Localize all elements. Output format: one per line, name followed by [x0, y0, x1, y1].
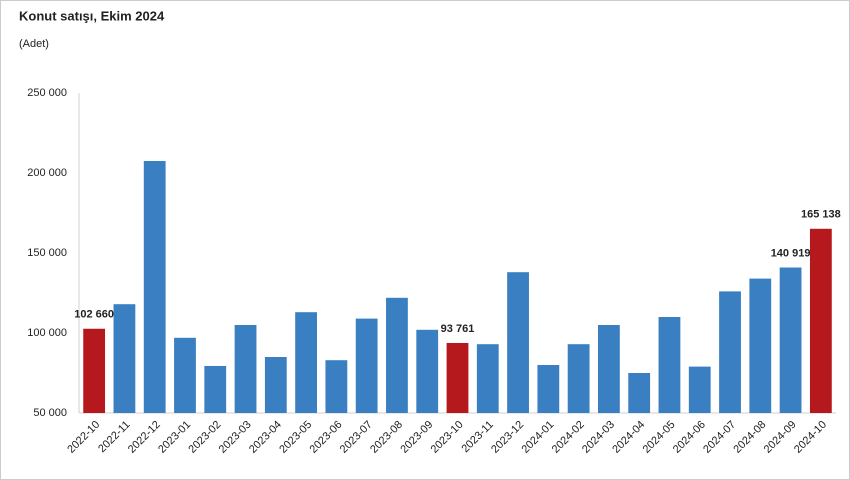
x-tick-label: 2024-02: [550, 419, 587, 456]
x-tick-label: 2023-03: [217, 419, 254, 456]
bar: [749, 278, 772, 413]
bar: [113, 304, 136, 413]
x-tick-label: 2022-10: [65, 419, 102, 456]
x-tick-label: 2024-06: [671, 419, 708, 456]
bar: [204, 365, 227, 413]
x-tick-label: 2024-05: [641, 419, 678, 456]
value-label: 165 138: [801, 209, 841, 221]
value-label: 93 761: [441, 323, 475, 335]
bar: [295, 312, 318, 413]
y-tick-label: 200 000: [27, 167, 67, 179]
bar: [476, 344, 499, 413]
value-label: 140 919: [771, 247, 811, 259]
x-tick-label: 2023-08: [368, 419, 405, 456]
bar: [809, 228, 832, 413]
bar: [779, 267, 802, 413]
x-tick-label: 2023-07: [338, 419, 375, 456]
x-tick-label: 2023-09: [398, 419, 435, 456]
x-tick-label: 2024-01: [519, 419, 556, 456]
x-tick-label: 2023-02: [186, 419, 223, 456]
x-tick-label: 2022-12: [126, 419, 163, 456]
x-tick-label: 2023-01: [156, 419, 193, 456]
y-tick-label: 150 000: [27, 247, 67, 259]
bar: [143, 161, 166, 413]
y-tick-label: 250 000: [27, 87, 67, 99]
x-tick-label: 2024-07: [701, 419, 738, 456]
value-label: 102 660: [74, 309, 114, 321]
bar: [658, 317, 681, 413]
x-tick-label: 2023-05: [277, 419, 314, 456]
chart-subtitle: (Adet): [19, 38, 49, 50]
bar: [355, 318, 378, 413]
bar: [688, 366, 711, 413]
x-tick-label: 2024-04: [610, 419, 647, 456]
bar: [83, 328, 106, 413]
bar: [567, 344, 590, 413]
x-tick-label: 2024-09: [762, 419, 799, 456]
x-tick-label: 2023-12: [489, 419, 526, 456]
x-tick-label: 2024-08: [731, 419, 768, 456]
bar: [507, 272, 529, 413]
x-tick-label: 2023-10: [429, 419, 466, 456]
bar: [628, 373, 651, 413]
x-tick-label: 2023-06: [308, 419, 345, 456]
x-tick-label: 2024-03: [580, 419, 617, 456]
bar: [325, 360, 348, 413]
bar: [537, 365, 560, 413]
x-tick-label: 2024-10: [792, 419, 829, 456]
y-tick-label: 50 000: [33, 407, 67, 419]
y-tick-label: 100 000: [27, 327, 67, 339]
bar: [386, 297, 408, 413]
bar: [264, 357, 287, 413]
bar: [597, 325, 620, 413]
bar: [719, 291, 741, 413]
bar: [446, 342, 469, 413]
x-tick-label: 2023-04: [247, 419, 284, 456]
bar: [174, 337, 196, 413]
bar: [416, 329, 439, 413]
chart-title: Konut satışı, Ekim 2024: [19, 8, 165, 23]
bar: [234, 325, 257, 413]
